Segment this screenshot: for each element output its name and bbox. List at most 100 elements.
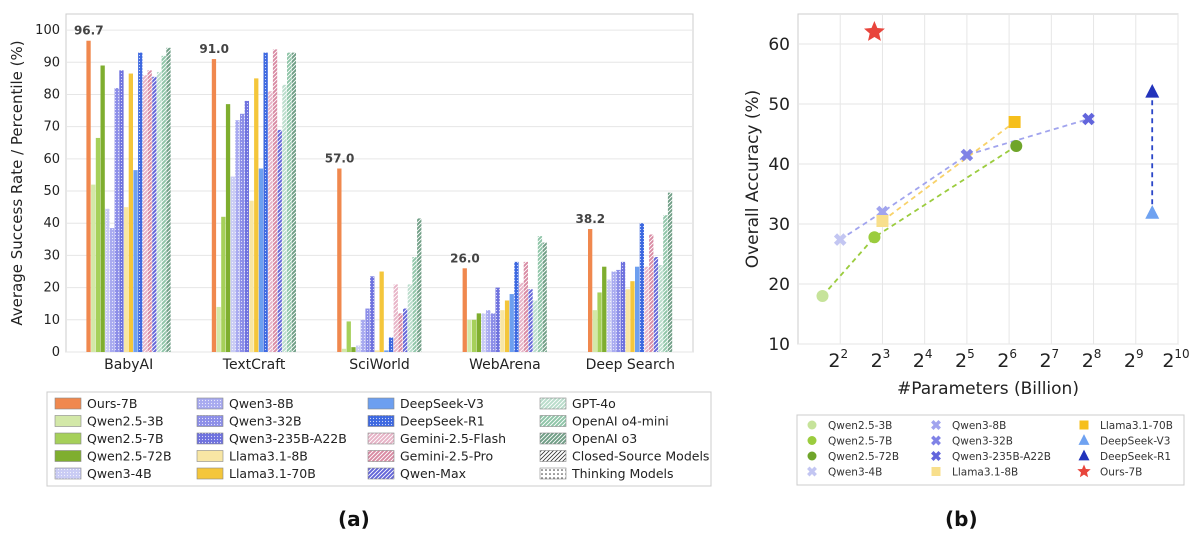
bar-legend-swatch <box>196 467 224 480</box>
scatter-xtick-label: 25 <box>955 347 975 372</box>
scatter-point-llama3-1-8b <box>876 215 889 227</box>
scatter-xlabel: #Parameters (Billion) <box>897 379 1079 399</box>
panel-label-b: (b) <box>945 507 978 531</box>
bar-legend-label: Llama3.1-70B <box>229 466 316 481</box>
bar-openai-o3-sciworld <box>417 218 422 352</box>
scatter-xtick-label: 29 <box>1124 347 1144 372</box>
bar-legend-swatch <box>196 432 224 445</box>
bar-ytick-label: 90 <box>43 55 60 70</box>
bar-chart: 0 10 20 30 40 50 60 70 80 90 100 Average Success Ra… <box>8 13 712 487</box>
bar-legend-swatch <box>367 415 395 427</box>
scatter-point-qwen2-5-72b <box>1010 140 1023 152</box>
bar-qwen2-5-72b-sciworld <box>351 347 356 352</box>
bar-deepseek-r1-textcraft <box>263 52 268 352</box>
scatter-point-llama3-1-70b <box>1008 116 1021 128</box>
bar-xtick-label: Deep Search <box>586 357 675 373</box>
bar-ours-7b-webarena <box>462 268 467 352</box>
bar-llama3-1-70b-deep-search <box>630 281 635 352</box>
bar-llama3-1-8b-deep-search <box>625 289 630 352</box>
bar-gpt-4o-webarena <box>533 300 538 352</box>
bar-deepseek-r1-deep-search <box>639 223 644 352</box>
bar-qwen2-5-7b-sciworld <box>346 321 351 352</box>
scatter-point-qwen3-235b-a22b-legend <box>931 451 941 461</box>
bar-legend-label: Qwen3-32B <box>229 414 302 429</box>
bar-deepseek-v3-webarena <box>509 294 514 352</box>
scatter-point-deepseek-v3-legend <box>1078 434 1090 445</box>
scatter-xtick-label: 24 <box>913 347 933 372</box>
scatter-xtick-label: 27 <box>1039 347 1059 372</box>
bar-qwen2-5-7b-babyai <box>95 137 101 352</box>
bar-qwen2-5-72b-deep-search <box>602 266 607 352</box>
bar-legend-swatch <box>54 415 82 427</box>
bar-qwen3-4b-deep-search <box>606 279 612 352</box>
bar-legend: Ours-7B Qwen2.5-3B Qwen2.5-7B Qwen2.5-72B Qw… <box>46 391 712 487</box>
scatter-chart: 10 20 30 40 50 60 22 23 24 25 26 27 28 29 210 #Paramete… <box>743 13 1190 486</box>
bar-legend-swatch <box>54 450 82 462</box>
bar-value-annotation: 57.0 <box>325 152 355 166</box>
bar-qwen3-8b-textcraft <box>235 120 240 352</box>
scatter-point-qwen2-5-7b <box>868 231 881 244</box>
bar-legend-label: Qwen3-4B <box>87 466 152 481</box>
scatter-point-deepseek-v3 <box>1145 205 1160 219</box>
scatter-point-qwen3-32b-legend <box>931 435 941 446</box>
bar-deepseek-v3-babyai <box>133 170 138 352</box>
scatter-point-qwen2-5-3b <box>816 290 829 302</box>
bar-qwen2-5-72b-textcraft <box>225 104 231 352</box>
bar-xtick-label: TextCraft <box>222 357 286 373</box>
scatter-point-llama3-1-8b-legend <box>931 467 941 476</box>
scatter-xtick-label: 210 <box>1162 347 1189 372</box>
scatter-point-qwen2-5-7b-legend <box>807 436 817 445</box>
scatter-legend-label: Qwen3-4B <box>828 467 882 479</box>
bar-gpt-4o-deep-search <box>658 265 663 352</box>
bar-gemini-2-5-pro-deep-search <box>649 234 654 352</box>
bar-legend-swatch <box>196 415 224 427</box>
bar-legend-label: Qwen3-235B-A22B <box>229 431 347 446</box>
bar-ytick-label: 0 <box>52 345 60 360</box>
bar-gpt-4o-textcraft <box>282 84 287 353</box>
bar-legend-label: OpenAI o4-mini <box>572 414 669 429</box>
bar-legend-swatch <box>196 450 224 462</box>
bar-qwen-max-deep-search <box>653 257 659 352</box>
bar-qwen3-8b-webarena <box>486 310 491 352</box>
bar-legend-label: Qwen-Max <box>400 466 466 481</box>
bar-legend-label: Qwen3-8B <box>229 396 294 411</box>
bar-legend-label: OpenAI o3 <box>572 431 637 446</box>
bar-ours-7b-sciworld <box>337 168 342 352</box>
bar-llama3-1-70b-babyai <box>128 73 133 353</box>
bar-legend-label: Gemini-2.5-Pro <box>400 449 493 464</box>
bar-ours-7b-textcraft <box>211 59 217 353</box>
bar-openai-o4-mini-webarena <box>537 236 543 352</box>
bar-legend-swatch <box>54 397 82 410</box>
bar-qwen3-8b-babyai <box>109 228 115 352</box>
bar-openai-o3-deep-search <box>667 192 673 352</box>
bar-value-annotation: 38.2 <box>576 212 606 226</box>
scatter-legend-label: Qwen3-32B <box>952 436 1013 448</box>
bar-qwen3-4b-webarena <box>481 313 486 352</box>
scatter-legend-label: Qwen3-8B <box>952 420 1006 432</box>
bar-gemini-2-5-pro-textcraft <box>272 49 278 353</box>
bar-qwen2-5-3b-sciworld <box>341 348 347 352</box>
bar-legend-swatch <box>54 467 82 480</box>
bar-openai-o3-webarena <box>542 242 547 352</box>
bar-legend-swatch <box>539 397 567 410</box>
bar-ours-7b-babyai <box>86 40 91 353</box>
bar-qwen-max-babyai <box>152 76 157 353</box>
scatter-xtick-label: 26 <box>997 347 1017 372</box>
bar-legend-swatch <box>367 397 395 410</box>
bar-legend-label: Llama3.1-8B <box>229 449 308 464</box>
scatter-ytick-label: 30 <box>768 215 790 235</box>
bar-legend-label: DeepSeek-R1 <box>400 414 485 429</box>
bar-deepseek-v3-sciworld <box>384 350 389 352</box>
bar-ytick-label: 70 <box>43 120 60 135</box>
bar-deepseek-v3-deep-search <box>635 266 640 352</box>
panel-label-a: (a) <box>338 507 370 531</box>
bar-qwen-max-sciworld <box>403 308 408 352</box>
bar-legend-label: GPT-4o <box>572 396 616 411</box>
bar-qwen3-235b-a22b-sciworld <box>370 276 375 352</box>
bar-qwen2-5-3b-webarena <box>467 319 472 352</box>
bar-qwen-max-webarena <box>528 289 533 352</box>
bar-qwen2-5-7b-webarena <box>472 319 477 352</box>
bar-ylabel: Average Success Rate / Percentile (%) <box>8 40 26 325</box>
bar-xtick-label: SciWorld <box>349 357 410 373</box>
